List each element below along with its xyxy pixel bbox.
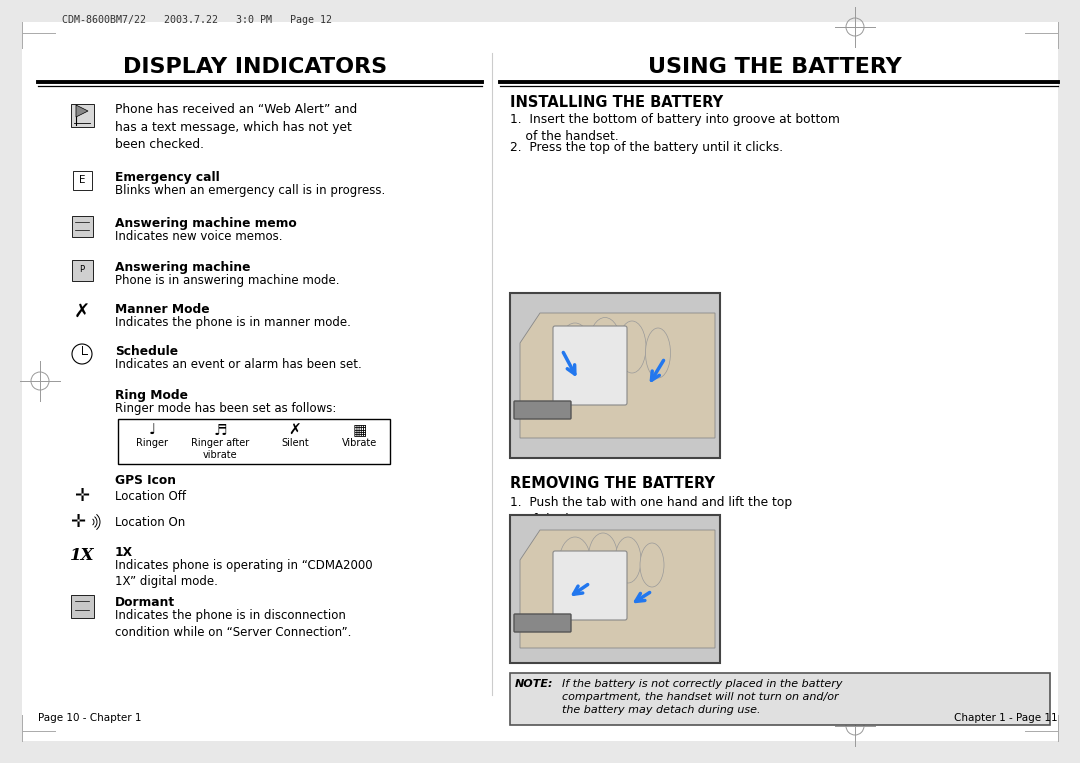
Text: ♬: ♬ — [213, 423, 227, 438]
FancyBboxPatch shape — [514, 614, 571, 632]
Text: Indicates phone is operating in “CDMA2000
1X” digital mode.: Indicates phone is operating in “CDMA200… — [114, 559, 373, 588]
Text: Location Off: Location Off — [114, 490, 186, 503]
Ellipse shape — [615, 537, 642, 583]
Text: 1.  Insert the bottom of battery into groove at bottom
    of the handset.: 1. Insert the bottom of battery into gro… — [510, 113, 840, 143]
Text: 1X: 1X — [114, 546, 133, 559]
Text: Location On: Location On — [114, 516, 186, 529]
Polygon shape — [519, 530, 715, 648]
Text: Silent: Silent — [281, 438, 309, 448]
FancyBboxPatch shape — [510, 673, 1050, 725]
Text: Indicates an event or alarm has been set.: Indicates an event or alarm has been set… — [114, 358, 362, 371]
Text: ♩: ♩ — [148, 423, 156, 438]
Text: Ringer mode has been set as follows:: Ringer mode has been set as follows: — [114, 402, 336, 415]
FancyBboxPatch shape — [553, 551, 627, 620]
Text: Ringer: Ringer — [136, 438, 168, 448]
FancyBboxPatch shape — [22, 22, 1058, 741]
Text: Answering machine: Answering machine — [114, 261, 251, 274]
Text: Indicates new voice memos.: Indicates new voice memos. — [114, 230, 283, 243]
Text: ✗: ✗ — [288, 423, 301, 438]
Text: Blinks when an emergency call is in progress.: Blinks when an emergency call is in prog… — [114, 184, 386, 197]
Text: ▦: ▦ — [353, 423, 367, 438]
Text: 2.  Press the top of the battery until it clicks.: 2. Press the top of the battery until it… — [510, 141, 783, 154]
Text: 1X: 1X — [70, 548, 94, 565]
Text: CDM-8600BM7/22   2003.7.22   3:0 PM   Page 12: CDM-8600BM7/22 2003.7.22 3:0 PM Page 12 — [62, 15, 332, 25]
Text: Indicates the phone is in disconnection
condition while on “Server Connection”.: Indicates the phone is in disconnection … — [114, 609, 351, 639]
Text: Ringer after
vibrate: Ringer after vibrate — [191, 438, 249, 459]
Text: USING THE BATTERY: USING THE BATTERY — [648, 57, 902, 77]
Polygon shape — [519, 313, 715, 438]
Text: INSTALLING THE BATTERY: INSTALLING THE BATTERY — [510, 95, 724, 110]
Ellipse shape — [559, 537, 591, 589]
FancyBboxPatch shape — [72, 170, 92, 189]
Text: ✛: ✛ — [75, 487, 90, 505]
FancyBboxPatch shape — [70, 104, 94, 127]
Text: Page 10 - Chapter 1: Page 10 - Chapter 1 — [38, 713, 141, 723]
Text: Vibrate: Vibrate — [342, 438, 378, 448]
Ellipse shape — [589, 317, 621, 372]
FancyBboxPatch shape — [118, 419, 390, 464]
Text: ✛: ✛ — [70, 513, 85, 531]
Ellipse shape — [646, 328, 671, 378]
Text: Emergency call: Emergency call — [114, 171, 219, 184]
FancyBboxPatch shape — [71, 259, 93, 281]
FancyBboxPatch shape — [514, 401, 571, 419]
FancyBboxPatch shape — [70, 594, 94, 617]
FancyBboxPatch shape — [71, 215, 93, 237]
Text: Answering machine memo: Answering machine memo — [114, 217, 297, 230]
Text: If the battery is not correctly placed in the battery
compartment, the handset w: If the battery is not correctly placed i… — [562, 679, 842, 715]
Text: REMOVING THE BATTERY: REMOVING THE BATTERY — [510, 476, 715, 491]
FancyBboxPatch shape — [553, 326, 627, 405]
Text: Manner Mode: Manner Mode — [114, 303, 210, 316]
Text: GPS Icon: GPS Icon — [114, 474, 176, 487]
Ellipse shape — [589, 533, 618, 581]
Text: Chapter 1 - Page 11: Chapter 1 - Page 11 — [955, 713, 1058, 723]
Polygon shape — [76, 105, 87, 117]
Text: DISPLAY INDICATORS: DISPLAY INDICATORS — [123, 57, 387, 77]
Text: E: E — [79, 175, 85, 185]
Text: Dormant: Dormant — [114, 596, 175, 609]
FancyBboxPatch shape — [510, 515, 720, 663]
Text: P: P — [80, 266, 84, 275]
Text: NOTE:: NOTE: — [515, 679, 554, 689]
Text: Ring Mode: Ring Mode — [114, 389, 188, 402]
Text: Phone has received an “Web Alert” and
has a text message, which has not yet
been: Phone has received an “Web Alert” and ha… — [114, 103, 357, 151]
Ellipse shape — [557, 323, 593, 383]
Text: Phone is in answering machine mode.: Phone is in answering machine mode. — [114, 274, 339, 287]
Text: 1.  Push the tab with one hand and lift the top
    of the battery to separate.: 1. Push the tab with one hand and lift t… — [510, 496, 792, 526]
Text: Schedule: Schedule — [114, 345, 178, 358]
Ellipse shape — [618, 321, 646, 373]
Text: ✗: ✗ — [73, 302, 91, 321]
FancyBboxPatch shape — [510, 293, 720, 458]
Text: Indicates the phone is in manner mode.: Indicates the phone is in manner mode. — [114, 316, 351, 329]
Ellipse shape — [640, 543, 664, 587]
